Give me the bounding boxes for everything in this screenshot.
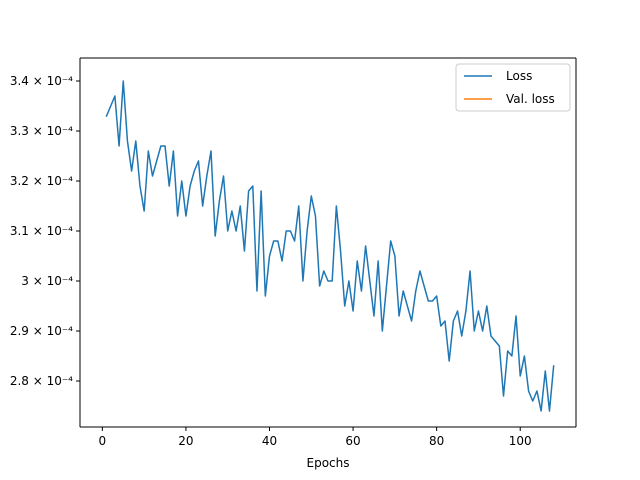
y-tick-label: 3.4 × 10⁻⁴ [10,74,73,88]
x-tick-label: 0 [99,434,107,448]
x-tick-label: 60 [345,434,360,448]
legend-label: Val. loss [506,92,555,106]
x-tick-label: 40 [262,434,277,448]
x-tick-label: 100 [509,434,532,448]
y-tick-label: 3.2 × 10⁻⁴ [10,174,73,188]
legend: Loss Val. loss [455,63,571,112]
legend-label: Loss [506,69,532,83]
x-tick-label: 80 [429,434,444,448]
x-tick-label: 20 [178,434,193,448]
plot-area [105,80,555,412]
y-tick-label: 2.8 × 10⁻⁴ [10,374,73,388]
ticks: 0 20 40 60 80 100 2.8 × 10⁻⁴ 2.9 × 10⁻⁴ 3 × 10⁻⁴… [10,74,532,448]
y-tick-label: 2.9 × 10⁻⁴ [10,324,73,338]
x-axis-label: Epochs [307,456,350,470]
series-line-loss [105,80,555,412]
y-tick-label: 3 × 10⁻⁴ [21,274,73,288]
y-tick-label: 3.3 × 10⁻⁴ [10,124,73,138]
y-tick-label: 3.1 × 10⁻⁴ [10,224,73,238]
axes [79,57,577,428]
